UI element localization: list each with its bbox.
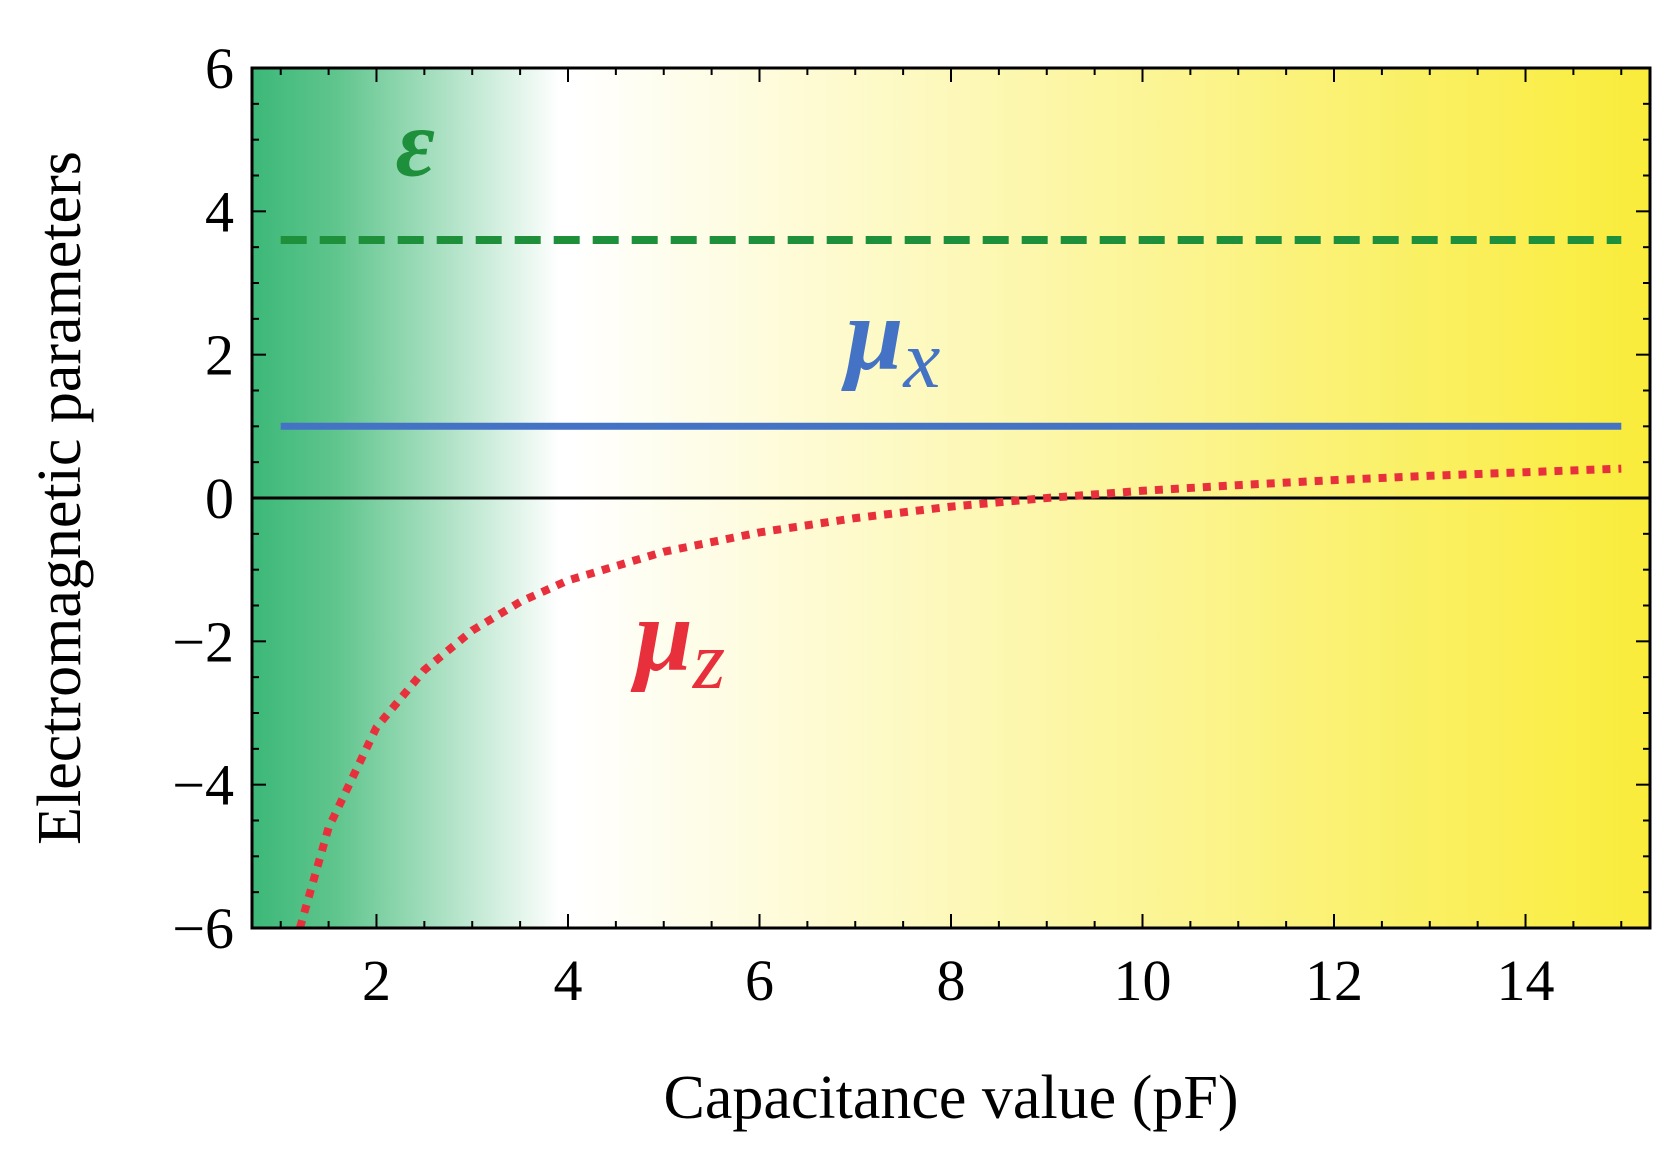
tick-labels-group: 2 4 6 8 10 12 14 6 4 2 0 −2 −4 −6 [172, 36, 1554, 1013]
y-tick-label: 2 [205, 323, 234, 388]
x-axis-title: Capacitance value (pF) [664, 1064, 1239, 1132]
series-label-2: μz [630, 578, 725, 706]
series-label-main: ε [396, 90, 435, 197]
y-tick-label: −2 [172, 609, 234, 674]
series-label-sub: x [902, 313, 941, 405]
series-group [280, 236, 1622, 930]
series-line-2 [296, 464, 1622, 930]
series-label-0: ε [396, 90, 435, 197]
series-label-sub: z [692, 614, 725, 706]
y-tick-label: 0 [205, 466, 234, 531]
series-label-main: μ [841, 277, 904, 392]
x-tick-label: 12 [1305, 948, 1363, 1013]
plot-frame [250, 66, 1652, 930]
series-label-1: μx [841, 277, 941, 405]
x-tick-label: 4 [553, 948, 582, 1013]
x-tick-label: 10 [1114, 948, 1172, 1013]
y-tick-label: 4 [205, 179, 234, 244]
x-tick-label: 2 [362, 948, 391, 1013]
y-tick-label: −6 [172, 896, 234, 961]
x-tick-label: 8 [937, 948, 966, 1013]
x-tick-label: 14 [1497, 948, 1555, 1013]
y-axis-title: Electromagnetic parameters [26, 151, 94, 845]
y-tick-label: −4 [172, 753, 234, 818]
x-tick-label: 6 [745, 948, 774, 1013]
series-label-main: μ [630, 578, 693, 693]
y-tick-label: 6 [205, 36, 234, 101]
